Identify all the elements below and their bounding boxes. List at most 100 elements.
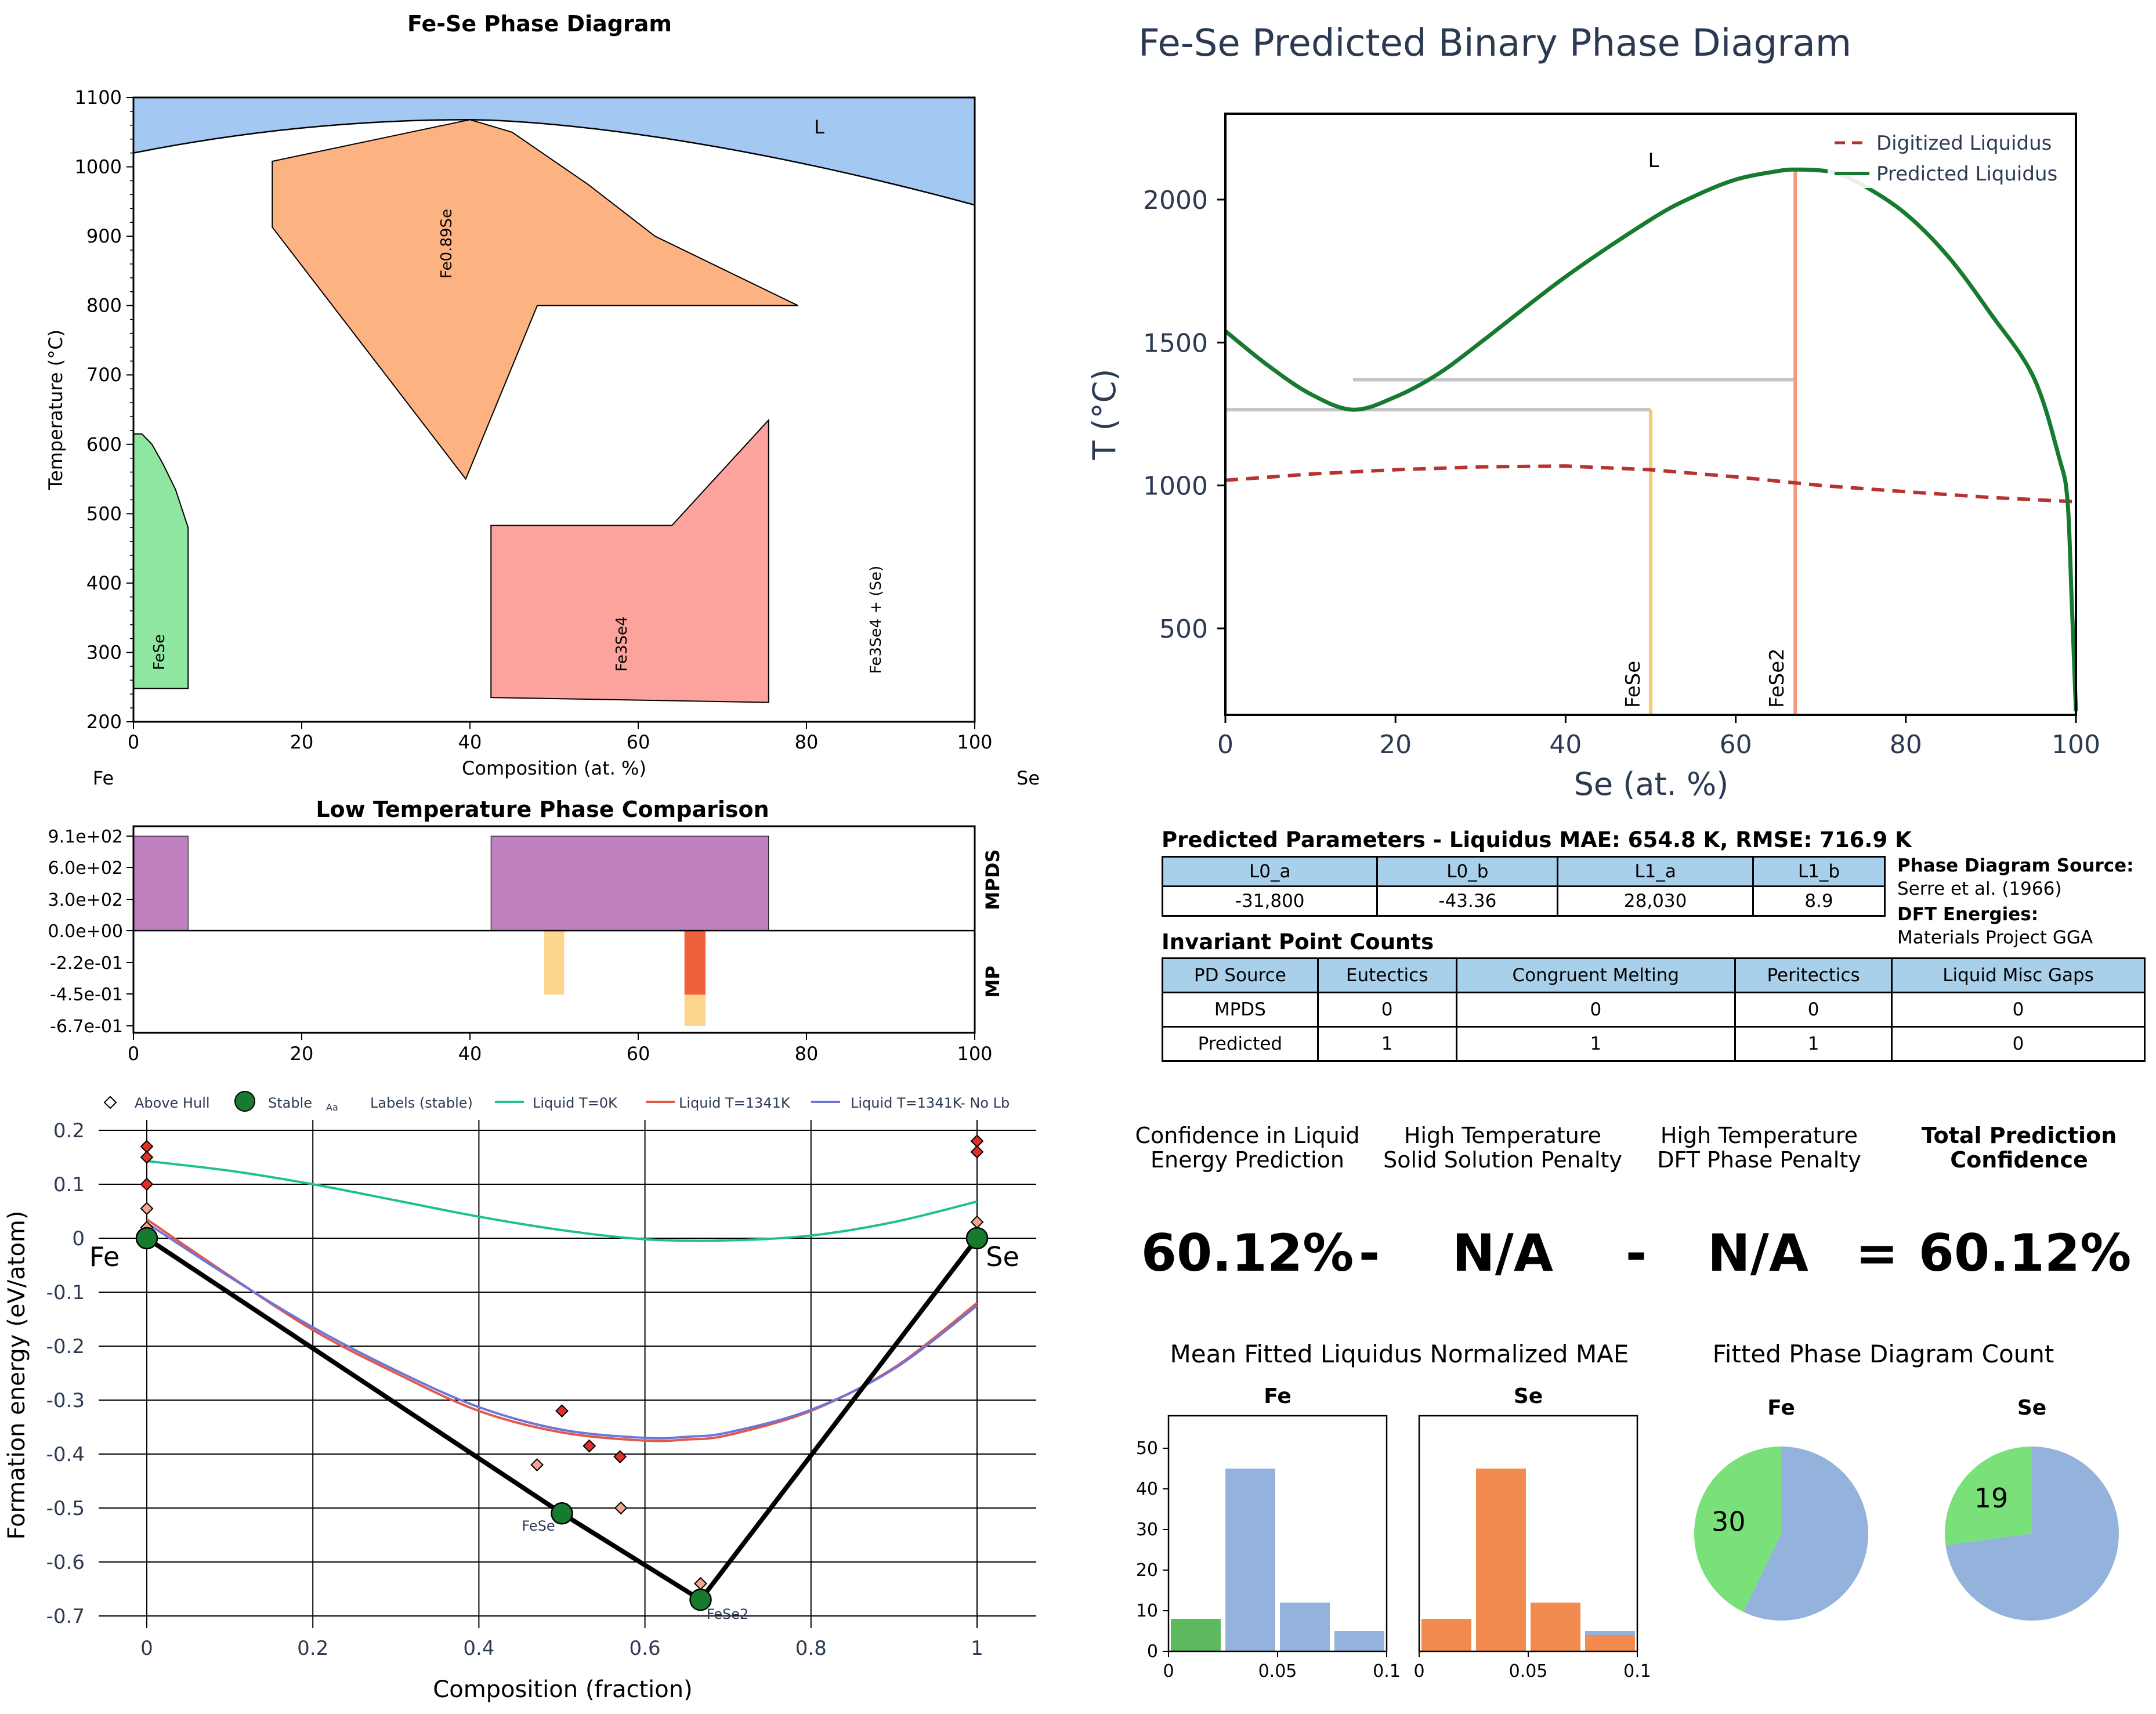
y-tick-label: 0 bbox=[1147, 1641, 1158, 1662]
y-tick-label: 3.0e+02 bbox=[48, 890, 123, 910]
predicted-pd-ylabel: T (°C) bbox=[1086, 369, 1123, 461]
x-tick-label: 0.8 bbox=[795, 1637, 827, 1660]
stable-point bbox=[689, 1588, 712, 1611]
invariant-cell: 1 bbox=[1455, 1026, 1737, 1062]
x-tick-label: 100 bbox=[957, 1043, 992, 1065]
mp-bar bbox=[684, 931, 706, 995]
x-tick-label: 0.4 bbox=[463, 1637, 494, 1660]
y-tick-label: 2000 bbox=[1143, 186, 1208, 215]
above-hull-point bbox=[970, 1215, 984, 1229]
convex-hull-panel: 0.2 0.1 0 -0.1 -0.2 -0.3 -0.4 -0.5 -0.6 -0.7 0 0.2 0… bbox=[3, 1091, 1036, 1703]
y-tick-label: 1000 bbox=[1143, 472, 1208, 501]
mae-histogram-panel: Mean Fitted Liquidus Normalized MAE Fe S… bbox=[1136, 1340, 1651, 1682]
params-value: 28,030 bbox=[1557, 885, 1754, 917]
stable-point bbox=[965, 1227, 989, 1250]
confidence-value-ss-penalty: N/A bbox=[1452, 1223, 1553, 1283]
hist-bar-se-overlay bbox=[1585, 1631, 1635, 1635]
series-line-2 bbox=[146, 1222, 978, 1440]
low-temp-frame bbox=[132, 825, 976, 1034]
invariant-cell: 1 bbox=[1734, 1026, 1893, 1062]
invariant-header: Congruent Melting bbox=[1455, 957, 1737, 993]
y-tick-label: 900 bbox=[86, 225, 122, 247]
params-header: L1_a bbox=[1557, 856, 1754, 887]
compound-label-fese: FeSe bbox=[1622, 661, 1645, 708]
invariant-cell: 0 bbox=[1891, 1026, 2146, 1062]
y-tick-label: 700 bbox=[86, 364, 122, 386]
phase-diagram-panel: Fe-Se Phase Diagram 0 20 40 60 80 100 200 300 40… bbox=[45, 11, 1040, 789]
params-value: 8.9 bbox=[1752, 885, 1886, 917]
predicted-liquidus bbox=[1224, 167, 2078, 712]
params-header: L0_b bbox=[1376, 856, 1559, 887]
invariant-cell: 1 bbox=[1316, 1026, 1457, 1062]
invariant-cell: 0 bbox=[1316, 992, 1457, 1028]
invariant-cell: Predicted bbox=[1162, 1026, 1319, 1062]
confidence-operator-minus: - bbox=[1358, 1223, 1380, 1283]
hist-frame-se bbox=[1418, 1415, 1638, 1652]
region-fe089se bbox=[272, 119, 798, 480]
x-tick-label: 60 bbox=[627, 731, 650, 753]
legend-above-hull-marker bbox=[103, 1095, 117, 1109]
y-tick-label: -6.7e-01 bbox=[50, 1017, 123, 1037]
x-tick-label: 0 bbox=[128, 731, 139, 753]
phase-label-liquid: L bbox=[814, 116, 824, 138]
hist-bar-se bbox=[1421, 1619, 1471, 1651]
y-tick-label: 0.1 bbox=[53, 1173, 85, 1196]
legend-above-hull: Above Hull bbox=[135, 1095, 210, 1111]
phase-label-fe3se4: Fe3Se4 bbox=[613, 616, 631, 671]
invariant-header: Eutectics bbox=[1316, 957, 1457, 993]
confidence-section: Confidence in Liquid Energy Prediction H… bbox=[1131, 1123, 2147, 1282]
y-tick-label: -0.5 bbox=[46, 1497, 85, 1520]
x-tick-label: 0 bbox=[140, 1637, 153, 1660]
pie-se-title: Se bbox=[2017, 1396, 2046, 1420]
legend-label-sample: Aa bbox=[326, 1102, 338, 1113]
above-hull-point bbox=[140, 1177, 154, 1191]
series-line-0 bbox=[146, 1160, 978, 1242]
pie-slice-fe bbox=[1694, 1447, 1781, 1612]
digitized-liquidus bbox=[1225, 464, 2077, 504]
confidence-header-total: Total Prediction Confidence bbox=[1921, 1123, 2117, 1173]
y-tick-label: 6.0e+02 bbox=[48, 858, 123, 878]
legend-stable: Stable bbox=[268, 1095, 312, 1111]
params-table: L0_a L0_b L1_a L1_b -31,800 -43.36 28,03… bbox=[1161, 856, 1886, 917]
above-hull-point bbox=[613, 1450, 627, 1464]
hull-xlabel: Composition (fraction) bbox=[433, 1676, 692, 1703]
phase-label-fese: FeSe bbox=[151, 634, 168, 670]
y-tick-label: 300 bbox=[86, 641, 122, 663]
y-tick-label: 1000 bbox=[75, 156, 122, 178]
y-tick-label: 0.0e+00 bbox=[48, 921, 123, 942]
x-tick-label: 0 bbox=[1163, 1661, 1174, 1682]
region-fese bbox=[133, 433, 189, 689]
invariant-row-mpds: MPDS 0 0 0 0 bbox=[1162, 992, 2146, 1028]
confidence-header-ss-penalty: High Temperature Solid Solution Penalty bbox=[1383, 1123, 1622, 1173]
mae-hist-se-title: Se bbox=[1514, 1384, 1543, 1408]
legend-labels-stable: Labels (stable) bbox=[370, 1095, 473, 1111]
y-tick-label: 600 bbox=[86, 433, 122, 455]
pie-panel: Fitted Phase Diagram Count Fe Se 30 19 bbox=[1694, 1340, 2119, 1621]
y-tick-label: 9.1e+02 bbox=[48, 827, 123, 847]
y-tick-label: -0.1 bbox=[46, 1281, 85, 1304]
y-tick-label: -0.4 bbox=[46, 1443, 85, 1466]
hist-bar-fe bbox=[1334, 1631, 1384, 1651]
above-hull-point bbox=[140, 1151, 154, 1164]
hull-label-fese2: FeSe2 bbox=[707, 1606, 749, 1622]
x-tick-label: 40 bbox=[458, 1043, 482, 1065]
legend-box bbox=[1828, 124, 2070, 188]
mae-hist-fe-title: Fe bbox=[1264, 1384, 1292, 1408]
low-temp-title: Low Temperature Phase Comparison bbox=[316, 797, 769, 822]
y-tick-label: 800 bbox=[86, 295, 122, 317]
phase-label-fe089se: Fe0.89Se bbox=[438, 209, 455, 279]
y-tick-label: -0.3 bbox=[46, 1389, 85, 1412]
stable-point bbox=[551, 1502, 573, 1525]
pd-source-value: Serre et al. (1966) bbox=[1897, 878, 2062, 899]
predicted-phase-label-L: L bbox=[1648, 149, 1659, 172]
y-tick-label: 400 bbox=[86, 572, 122, 594]
x-tick-label: 0.6 bbox=[630, 1637, 661, 1660]
y-tick-label: 10 bbox=[1136, 1601, 1158, 1621]
above-hull-point bbox=[970, 1134, 984, 1148]
invariant-table: PD Source Eutectics Congruent Melting Pe… bbox=[1162, 957, 2146, 1062]
above-hull-point bbox=[140, 1140, 154, 1153]
y-tick-label: 20 bbox=[1136, 1560, 1158, 1581]
region-fe3se4 bbox=[490, 418, 769, 703]
x-tick-label: 20 bbox=[290, 1043, 314, 1065]
predicted-pd-legend: Digitized Liquidus Predicted Liquidus bbox=[1835, 132, 2057, 186]
